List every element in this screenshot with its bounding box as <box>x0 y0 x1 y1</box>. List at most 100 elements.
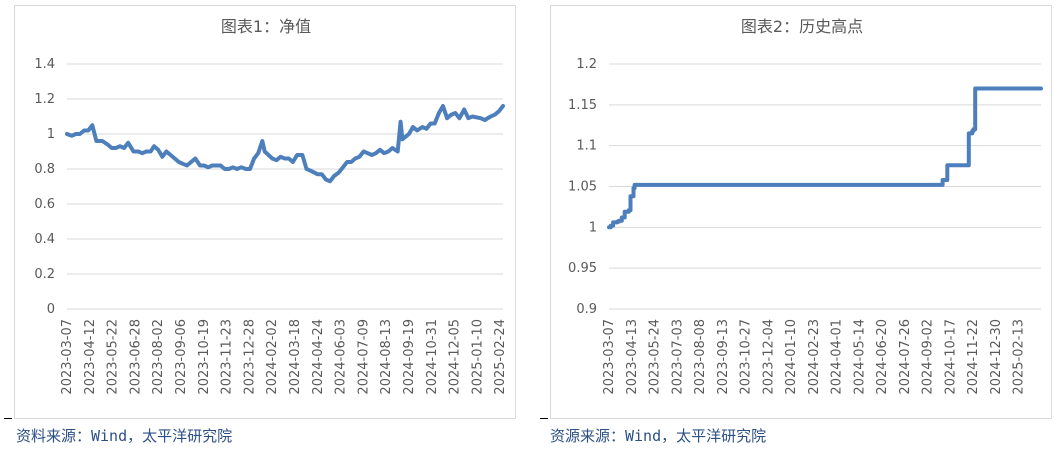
x-tick-label: 2023-06-28 <box>128 319 143 395</box>
footer-rule <box>4 418 12 419</box>
y-tick-label: 0.4 <box>34 232 55 247</box>
data-point <box>141 152 144 155</box>
y-tick-label: 1.15 <box>568 98 597 113</box>
data-point <box>127 141 130 144</box>
y-tick-label: 0.95 <box>568 261 597 276</box>
data-point <box>446 117 449 120</box>
data-point <box>257 152 260 155</box>
data-point <box>186 164 189 167</box>
data-point <box>275 159 278 162</box>
data-point <box>623 210 626 213</box>
data-point <box>471 115 474 118</box>
data-point <box>609 224 612 227</box>
data-point <box>401 138 404 141</box>
data-point <box>374 152 377 155</box>
data-point <box>203 164 206 167</box>
x-tick-label: 2024-12-30 <box>989 319 1004 395</box>
data-point <box>173 157 176 160</box>
x-tick-label: 2024-12-05 <box>448 319 463 395</box>
y-tick-label: 1.2 <box>576 57 597 72</box>
x-tick-label: 2023-08-02 <box>151 319 166 395</box>
data-point <box>966 164 969 167</box>
data-point <box>493 113 496 116</box>
x-tick-label: 2024-04-01 <box>830 319 845 395</box>
x-tick-label: 2024-09-19 <box>402 319 417 395</box>
data-point <box>489 115 492 118</box>
data-point <box>617 219 620 222</box>
data-point <box>358 155 361 158</box>
x-tick-label: 2024-03-18 <box>288 319 303 395</box>
data-point <box>153 145 156 148</box>
data-point <box>1040 87 1043 90</box>
y-tick-label: 1 <box>47 127 55 142</box>
data-point <box>627 209 630 212</box>
series-line <box>65 104 505 184</box>
x-tick-label: 2025-02-24 <box>493 319 508 395</box>
data-point <box>416 129 419 132</box>
data-point <box>316 173 319 176</box>
data-point <box>483 119 486 122</box>
data-point <box>342 166 345 169</box>
data-point <box>106 143 109 146</box>
data-point <box>391 147 394 150</box>
data-point <box>199 164 202 167</box>
data-point <box>346 161 349 164</box>
data-point <box>114 147 117 150</box>
x-tick-label: 2023-03-07 <box>602 319 617 395</box>
x-tick-label: 2024-06-03 <box>334 319 349 395</box>
x-tick-label: 2023-09-06 <box>174 319 189 395</box>
data-point <box>429 122 432 125</box>
x-tick-label: 2024-05-14 <box>852 319 867 395</box>
x-tick-label: 2024-10-31 <box>425 319 440 395</box>
y-tick-label: 0.2 <box>34 267 55 282</box>
data-point <box>320 173 323 176</box>
data-point <box>101 140 104 143</box>
data-point <box>502 105 505 108</box>
data-point <box>941 179 944 182</box>
data-point <box>74 133 77 136</box>
data-point <box>169 154 172 157</box>
data-point <box>407 133 410 136</box>
data-point <box>350 161 353 164</box>
data-point <box>383 152 386 155</box>
x-tick-label: 2024-07-26 <box>898 319 913 395</box>
data-point <box>110 147 113 150</box>
data-point <box>219 164 222 167</box>
data-point <box>454 112 457 115</box>
data-point <box>633 183 636 186</box>
data-point <box>939 183 942 186</box>
data-point <box>433 122 436 125</box>
data-point <box>467 117 470 120</box>
data-point <box>87 129 90 132</box>
chart-title: 图表2：历史高点 <box>741 17 863 36</box>
net-value-chart: 图表1：净值 0 0.2 0.4 0.6 0.8 1 1.2 1.4 2023-03-07 202… <box>34 17 508 395</box>
data-point <box>215 164 218 167</box>
data-point <box>967 132 970 135</box>
data-point <box>91 124 94 127</box>
footer-rule <box>540 418 548 419</box>
data-point <box>123 147 126 150</box>
data-point <box>946 164 949 167</box>
x-tick-label: 2024-10-17 <box>943 319 958 395</box>
x-tick-label: 2023-05-24 <box>648 319 663 395</box>
x-tick-label: 2023-11-23 <box>220 319 235 395</box>
x-tick-label: 2023-04-12 <box>83 319 98 395</box>
x-tick-label: 2023-12-28 <box>242 319 257 395</box>
data-point <box>972 128 975 131</box>
y-tick-label: 1.1 <box>576 139 597 154</box>
data-point <box>370 154 373 157</box>
x-tick-label: 2024-06-20 <box>875 319 890 395</box>
x-tick-label: 2023-05-22 <box>106 319 121 395</box>
data-point <box>223 168 226 171</box>
historical-high-chart: 图表2：历史高点 0.9 0.95 1 1.05 1.1 1.15 1.2 2023-03-0… <box>568 17 1043 395</box>
x-tick-label: 2024-02-02 <box>265 319 280 395</box>
y-tick-label: 0 <box>47 302 55 317</box>
y-tick-label: 0.6 <box>34 197 55 212</box>
data-point <box>366 152 369 155</box>
data-point <box>119 145 122 148</box>
data-point <box>421 126 424 129</box>
data-point <box>137 150 140 153</box>
data-point <box>458 117 461 120</box>
x-tick-label: 2023-08-08 <box>693 319 708 395</box>
data-point <box>227 168 230 171</box>
